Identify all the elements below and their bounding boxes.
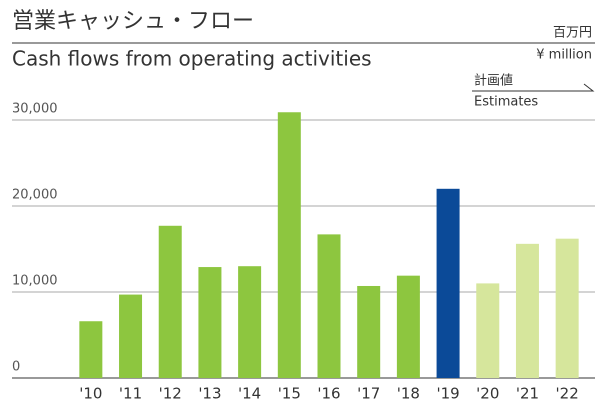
legend-ja: 計画値 — [474, 73, 513, 89]
bar — [396, 275, 420, 378]
legend-arrow — [472, 83, 595, 92]
x-tick-label: '21 — [516, 385, 539, 403]
bar — [317, 234, 341, 378]
x-tick-label: '11 — [119, 385, 142, 403]
bar — [555, 238, 579, 378]
y-tick-label: 10,000 — [12, 274, 58, 289]
bar — [198, 267, 222, 378]
unit-en: ¥ million — [536, 48, 592, 63]
x-tick-label: '22 — [556, 385, 579, 403]
y-tick-label: 20,000 — [12, 188, 58, 203]
bar — [476, 283, 500, 378]
y-tick-label: 30,000 — [12, 102, 58, 117]
x-tick-label: '16 — [317, 385, 340, 403]
x-tick-label: '15 — [278, 385, 301, 403]
bar — [158, 225, 182, 378]
bar — [238, 266, 262, 378]
x-tick-label: '20 — [476, 385, 499, 403]
bar — [515, 243, 539, 378]
bar — [119, 294, 143, 378]
x-tick-label: '19 — [436, 385, 459, 403]
x-tick-label: '13 — [198, 385, 221, 403]
bar — [436, 188, 460, 378]
chart-title: 営業キャッシュ・フロー — [12, 9, 254, 34]
x-tick-label: '14 — [238, 385, 261, 403]
x-tick-label: '17 — [357, 385, 380, 403]
chart-subtitle: Cash flows from operating activities — [12, 47, 372, 71]
x-tick-label: '18 — [397, 385, 420, 403]
y-tick-label: 0 — [12, 360, 20, 375]
bar — [79, 321, 103, 378]
legend-en: Estimates — [474, 95, 538, 110]
bar — [357, 285, 381, 378]
x-tick-label: '12 — [159, 385, 182, 403]
unit-ja: 百万円 — [553, 26, 592, 41]
x-tick-label: '10 — [79, 385, 102, 403]
bar — [277, 112, 301, 378]
